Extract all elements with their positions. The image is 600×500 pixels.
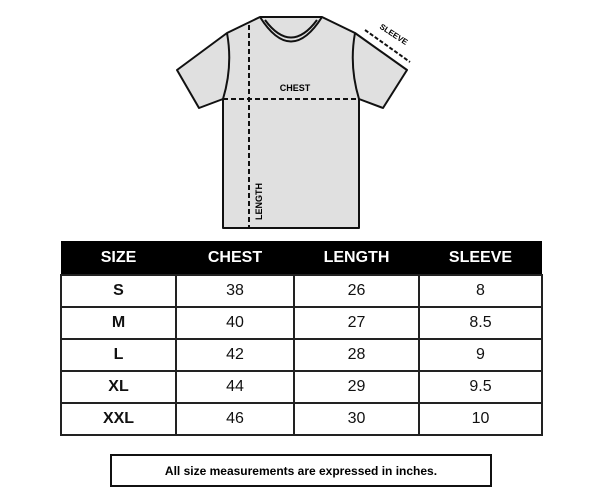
cell-size: XXL	[60, 402, 177, 436]
cell-sleeve: 9.5	[418, 370, 543, 404]
cell-size: S	[60, 274, 177, 308]
header-chest: CHEST	[176, 241, 294, 275]
collar	[259, 16, 323, 43]
header-length: LENGTH	[294, 241, 419, 275]
table-row: XXL 46 30 10	[60, 402, 543, 436]
header-size: SIZE	[61, 241, 176, 275]
cell-chest: 46	[175, 402, 295, 436]
sleeve-seams	[222, 32, 360, 100]
cell-chest: 44	[175, 370, 295, 404]
chest-label: CHEST	[280, 83, 311, 93]
sleeve-measure-line	[364, 29, 411, 63]
tshirt-outline	[176, 16, 408, 229]
measurement-note: All size measurements are expressed in i…	[110, 454, 492, 487]
cell-size: M	[60, 306, 177, 340]
length-label: LENGTH	[254, 183, 264, 220]
table-row: L 42 28 9	[60, 338, 543, 372]
cell-length: 27	[293, 306, 420, 340]
cell-chest: 38	[175, 274, 295, 308]
cell-sleeve: 8.5	[418, 306, 543, 340]
cell-sleeve: 10	[418, 402, 543, 436]
tshirt-diagram: CHEST LENGTH SLEEVE	[176, 16, 411, 229]
table-header-row: SIZE CHEST LENGTH SLEEVE	[61, 241, 542, 275]
cell-length: 28	[293, 338, 420, 372]
table-row: XL 44 29 9.5	[60, 370, 543, 404]
cell-length: 30	[293, 402, 420, 436]
cell-chest: 42	[175, 338, 295, 372]
cell-sleeve: 9	[418, 338, 543, 372]
header-sleeve: SLEEVE	[419, 241, 542, 275]
table-row: S 38 26 8	[60, 274, 543, 308]
cell-length: 26	[293, 274, 420, 308]
cell-size: XL	[60, 370, 177, 404]
cell-chest: 40	[175, 306, 295, 340]
cell-sleeve: 8	[418, 274, 543, 308]
table-row: M 40 27 8.5	[60, 306, 543, 340]
size-table: SIZE CHEST LENGTH SLEEVE S 38 26 8 M 40 27 8.5 L…	[60, 241, 543, 436]
cell-size: L	[60, 338, 177, 372]
sleeve-label: SLEEVE	[378, 22, 410, 47]
cell-length: 29	[293, 370, 420, 404]
